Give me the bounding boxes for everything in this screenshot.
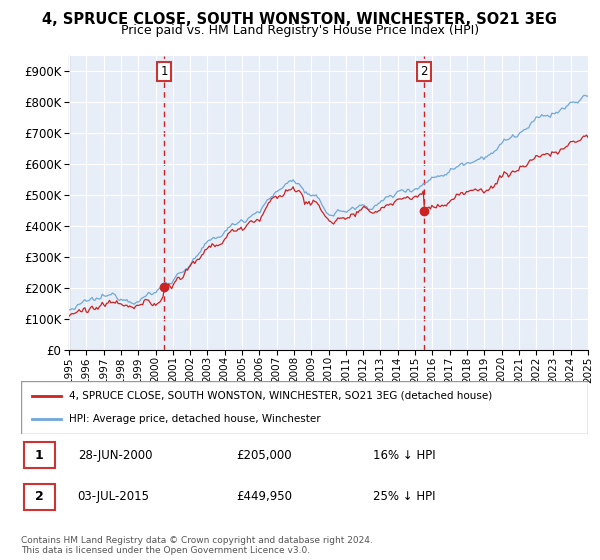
Text: 03-JUL-2015: 03-JUL-2015 [78,491,150,503]
FancyBboxPatch shape [24,442,55,468]
Text: 1: 1 [35,449,44,462]
Text: 1: 1 [160,66,168,78]
Text: 2: 2 [420,66,428,78]
Text: 4, SPRUCE CLOSE, SOUTH WONSTON, WINCHESTER, SO21 3EG: 4, SPRUCE CLOSE, SOUTH WONSTON, WINCHEST… [43,12,557,27]
Text: HPI: Average price, detached house, Winchester: HPI: Average price, detached house, Winc… [69,414,321,424]
Text: £449,950: £449,950 [236,491,292,503]
FancyBboxPatch shape [24,484,55,510]
Text: Contains HM Land Registry data © Crown copyright and database right 2024.: Contains HM Land Registry data © Crown c… [21,536,373,545]
Text: £205,000: £205,000 [236,449,292,462]
Text: 4, SPRUCE CLOSE, SOUTH WONSTON, WINCHESTER, SO21 3EG (detached house): 4, SPRUCE CLOSE, SOUTH WONSTON, WINCHEST… [69,391,493,401]
Text: 16% ↓ HPI: 16% ↓ HPI [373,449,435,462]
FancyBboxPatch shape [21,381,588,434]
Text: Price paid vs. HM Land Registry's House Price Index (HPI): Price paid vs. HM Land Registry's House … [121,24,479,36]
Text: This data is licensed under the Open Government Licence v3.0.: This data is licensed under the Open Gov… [21,546,310,555]
Text: 2: 2 [35,491,44,503]
Text: 25% ↓ HPI: 25% ↓ HPI [373,491,435,503]
Text: 28-JUN-2000: 28-JUN-2000 [78,449,152,462]
